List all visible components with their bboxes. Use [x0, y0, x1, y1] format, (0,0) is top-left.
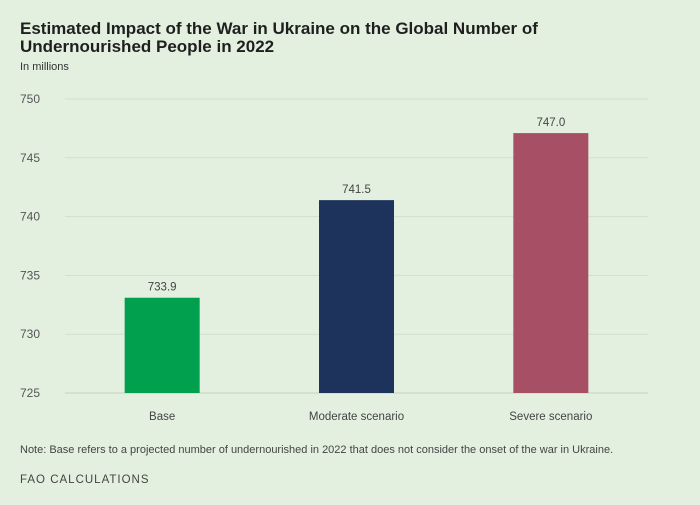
chart-title: Estimated Impact of the War in Ukraine o…	[20, 19, 538, 56]
data-label: 747.0	[536, 117, 565, 129]
y-tick-label: 745	[20, 151, 40, 165]
y-tick-label: 740	[20, 210, 40, 224]
y-tick-label: 750	[20, 92, 40, 106]
chart-note: Note: Base refers to a projected number …	[20, 444, 614, 456]
y-tick-label: 725	[20, 386, 40, 400]
x-tick-label: Base	[149, 411, 175, 423]
x-tick-label: Severe scenario	[509, 411, 592, 423]
bar	[513, 133, 589, 393]
bar-chart: 725 730 735 740 745 750 733.9 Base 741.5 Moderate…	[20, 92, 648, 423]
data-label: 741.5	[342, 184, 371, 196]
chart-source: FAO CALCULATIONS	[20, 474, 150, 486]
data-label: 733.9	[148, 282, 177, 294]
bar	[124, 297, 200, 393]
x-tick-label: Moderate scenario	[309, 411, 404, 423]
y-tick-label: 730	[20, 327, 40, 341]
y-tick-label: 735	[20, 268, 40, 282]
bar	[319, 200, 394, 393]
chart-subtitle: In millions	[20, 61, 69, 73]
